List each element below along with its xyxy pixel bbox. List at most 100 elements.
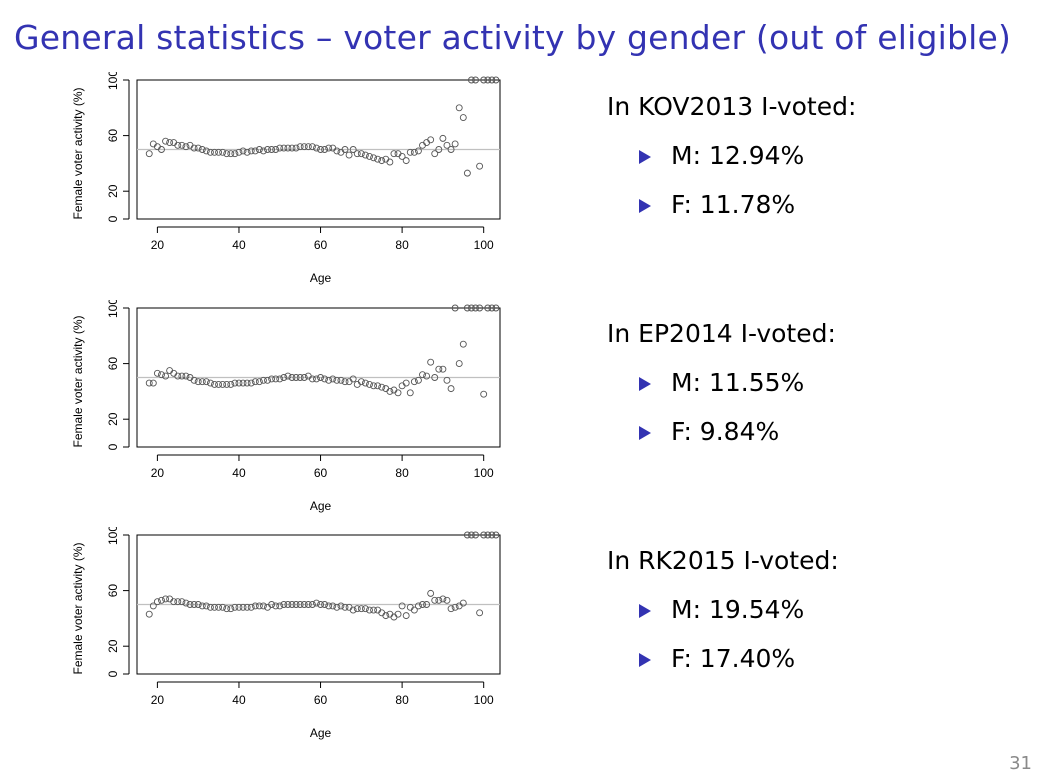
y-tick-label: 20 [106, 639, 120, 653]
stats-block-kov2013: In KOV2013 I-voted: M: 12.94% F: 11.78% [607, 92, 1027, 220]
data-point [333, 376, 341, 384]
data-point [162, 137, 170, 145]
data-point [484, 76, 492, 84]
data-point [206, 379, 214, 387]
data-point [255, 602, 263, 610]
stats-item-label: M: 11.55% [671, 368, 805, 397]
data-point [394, 610, 402, 618]
data-point [451, 603, 459, 611]
data-point [219, 380, 227, 388]
data-point [447, 605, 455, 613]
data-point [317, 146, 324, 153]
data-point [472, 76, 479, 84]
data-point [243, 603, 251, 611]
data-point [264, 376, 271, 384]
data-point [211, 603, 218, 611]
data-point [357, 150, 365, 158]
data-point [443, 596, 451, 604]
data-point [223, 380, 231, 388]
x-tick-label: 20 [151, 466, 165, 480]
scatter-plot: 20 40 60 80 100 0 20 60 100 Age Female voter activ… [71, 300, 501, 513]
data-point [488, 531, 496, 539]
data-point [304, 143, 312, 151]
scatter-plot: 20 40 60 80 100 0 20 60 100 Age Female voter activ… [71, 527, 501, 740]
data-point [227, 380, 235, 388]
data-point [419, 601, 426, 608]
data-point [174, 598, 182, 606]
data-point [300, 601, 308, 608]
data-point [223, 605, 231, 613]
data-point [292, 601, 300, 608]
data-point [219, 148, 227, 156]
y-tick-label: 20 [106, 184, 120, 198]
data-point [149, 379, 157, 387]
triangle-bullet-icon [639, 199, 651, 213]
data-point [431, 596, 439, 604]
stats-list: M: 11.55% F: 9.84% [607, 368, 1027, 447]
data-point [284, 144, 292, 152]
data-point [198, 378, 206, 386]
data-point [443, 141, 451, 149]
data-point [492, 531, 500, 539]
stats-item-label: M: 19.54% [671, 595, 805, 624]
data-point [472, 304, 479, 312]
data-point [366, 380, 373, 388]
data-point [308, 143, 316, 151]
data-point [280, 374, 288, 381]
data-point [211, 380, 218, 388]
data-point [182, 599, 190, 607]
slide-title: General statistics – voter activity by g… [14, 18, 1012, 57]
y-axis-title: Female voter activity (%) [71, 87, 85, 219]
data-point [431, 374, 439, 381]
data-point [259, 147, 267, 155]
data-point [206, 603, 214, 611]
x-axis-title: Age [310, 271, 332, 285]
data-point [247, 379, 255, 387]
stats-heading: In EP2014 I-voted: [607, 319, 836, 348]
data-point [353, 605, 361, 613]
data-point [190, 601, 198, 608]
stats-heading: In RK2015 I-voted: [607, 546, 839, 575]
data-point [304, 601, 312, 608]
data-point [198, 602, 206, 610]
data-point [378, 383, 386, 391]
stats-item-male: M: 19.54% [607, 595, 1027, 625]
data-point [178, 598, 186, 606]
data-point [480, 531, 488, 539]
data-point [276, 144, 284, 152]
data-point [459, 340, 467, 348]
data-point [158, 596, 165, 604]
data-point [174, 141, 182, 149]
y-axis-title: Female voter activity (%) [71, 542, 85, 674]
data-point [215, 603, 223, 611]
data-point [423, 372, 431, 380]
data-point [313, 375, 320, 383]
data-point [272, 375, 280, 383]
data-point [194, 601, 202, 608]
stats-item-label: M: 12.94% [671, 141, 805, 170]
scatter-plot: 20 40 60 80 100 0 20 60 100 Age Female voter activ… [71, 72, 501, 285]
data-point [337, 602, 345, 610]
data-point [190, 376, 198, 384]
data-point [357, 605, 365, 613]
y-tick-label: 60 [106, 129, 120, 143]
data-point [288, 601, 296, 608]
triangle-bullet-icon [639, 426, 651, 440]
data-point [300, 374, 308, 381]
stats-item-male: M: 11.55% [607, 368, 1027, 398]
data-point [341, 603, 349, 611]
data-point [235, 379, 243, 387]
data-point [443, 376, 451, 384]
data-point [182, 372, 190, 380]
data-point [272, 146, 280, 153]
data-point [361, 151, 369, 159]
data-point [162, 595, 170, 603]
data-point [349, 146, 357, 153]
data-point [427, 136, 435, 144]
data-point [366, 152, 373, 160]
data-point [341, 146, 349, 153]
data-point [251, 378, 259, 386]
stats-list: M: 12.94% F: 11.78% [607, 141, 1027, 220]
x-tick-label: 80 [395, 693, 409, 707]
stats-item-female: F: 17.40% [607, 644, 1027, 674]
